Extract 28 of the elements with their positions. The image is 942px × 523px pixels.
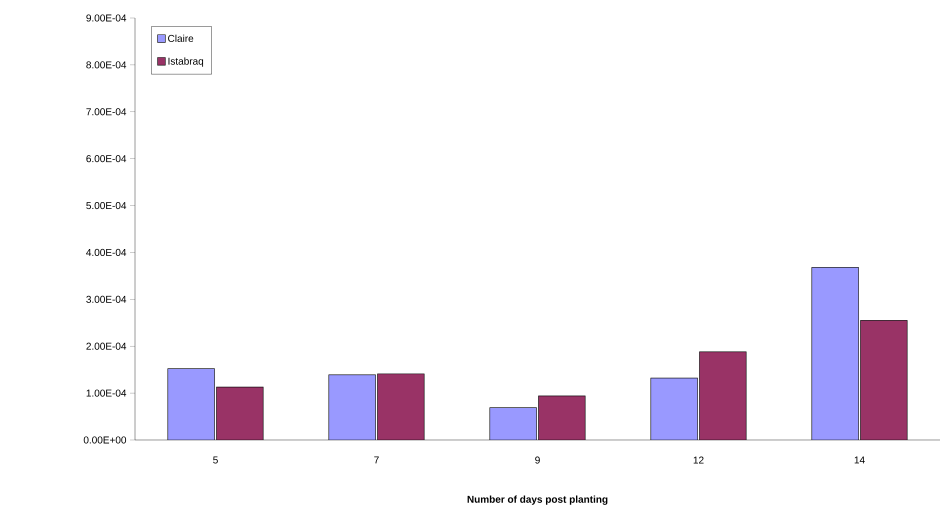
y-tick-label: 1.00E-04 bbox=[86, 390, 126, 397]
y-tick-label: 5.00E-04 bbox=[86, 202, 126, 210]
bar bbox=[216, 387, 264, 440]
y-tick-label: 9.00E-04 bbox=[86, 14, 126, 22]
bar bbox=[700, 352, 746, 440]
bar bbox=[650, 378, 698, 440]
y-tick-label: 4.00E-04 bbox=[86, 248, 126, 256]
x-tick-label: 5 bbox=[213, 456, 218, 464]
y-tick-label: 2.00E-04 bbox=[86, 342, 126, 350]
y-tick-label: 7.00E-04 bbox=[86, 108, 126, 116]
bar bbox=[328, 374, 376, 440]
x-tick-label: 12 bbox=[694, 456, 704, 464]
legend-label: Claire bbox=[168, 34, 194, 42]
bar bbox=[860, 320, 908, 440]
y-tick-label: 6.00E-04 bbox=[86, 155, 126, 162]
bar bbox=[812, 267, 859, 440]
x-axis-title: Number of days post planting bbox=[468, 495, 608, 505]
x-tick-label: 9 bbox=[535, 456, 540, 464]
x-tick-label: 7 bbox=[374, 456, 379, 464]
y-tick-label: 3.00E-04 bbox=[86, 296, 126, 303]
x-tick-label: 14 bbox=[854, 456, 865, 464]
y-tick-label: 8.00E-04 bbox=[86, 61, 126, 68]
bar bbox=[168, 368, 215, 440]
y-tick-label: 0.00E+00 bbox=[84, 436, 126, 444]
bar bbox=[490, 408, 536, 440]
bar bbox=[538, 396, 586, 440]
legend-label: Istabraq bbox=[168, 57, 204, 67]
bar bbox=[378, 374, 424, 440]
